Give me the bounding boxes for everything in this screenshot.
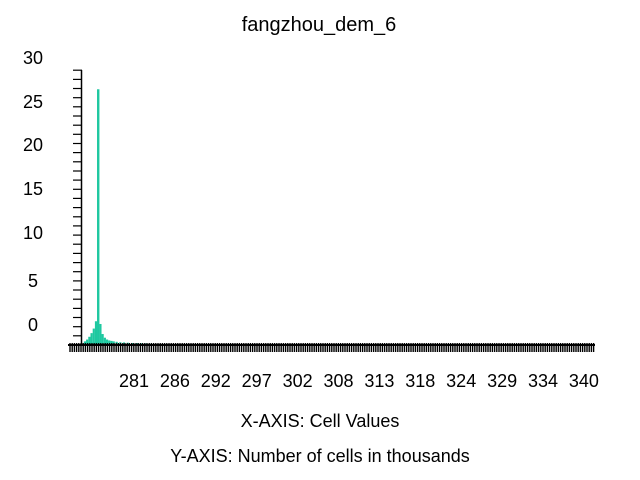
y-tick-label: 25 xyxy=(23,92,43,112)
x-axis-label: X-AXIS: Cell Values xyxy=(241,411,400,431)
y-axis-labels: 30 25 20 15 10 5 0 xyxy=(23,48,43,335)
y-tick-label: 10 xyxy=(23,223,43,243)
chart-title: fangzhou_dem_6 xyxy=(242,14,397,36)
x-tick-label: 302 xyxy=(283,371,313,391)
y-tick-label: 5 xyxy=(28,271,38,291)
x-tick-label: 324 xyxy=(446,371,476,391)
x-tick-label: 318 xyxy=(405,371,435,391)
y-tick-label: 15 xyxy=(23,179,43,199)
x-tick-label: 297 xyxy=(242,371,272,391)
x-tick-label: 286 xyxy=(160,371,190,391)
histogram-bar-2 xyxy=(88,336,91,345)
histogram-bar-3 xyxy=(90,333,93,345)
y-tick-label: 20 xyxy=(23,135,43,155)
x-tick-label: 281 xyxy=(119,371,149,391)
x-tick-label: 292 xyxy=(201,371,231,391)
histogram-bar-11 xyxy=(108,340,111,345)
histogram-bar-4 xyxy=(92,328,95,345)
y-tick-label: 30 xyxy=(23,48,43,68)
x-tick-label: 313 xyxy=(364,371,394,391)
histogram-bar-12 xyxy=(110,340,113,345)
histogram-bar-10 xyxy=(105,339,109,345)
y-axis-ticks xyxy=(73,69,82,346)
histogram-bar-1 xyxy=(86,339,89,345)
x-tick-label: 334 xyxy=(528,371,558,391)
y-axis-label: Y-AXIS: Number of cells in thousands xyxy=(170,446,470,466)
histogram-bar-6 xyxy=(97,89,100,346)
histogram-bar-16 xyxy=(122,342,126,345)
x-axis-labels: 281 286 292 297 302 308 313 318 324 329 334 340 xyxy=(119,371,599,391)
histogram-bar-8 xyxy=(101,334,104,345)
x-tick-label: 329 xyxy=(487,371,517,391)
y-tick-label: 0 xyxy=(28,315,38,335)
x-tick-label: 308 xyxy=(323,371,353,391)
histogram-bar-9 xyxy=(103,337,106,345)
histogram-bar-5 xyxy=(94,321,98,345)
histogram-bars xyxy=(83,89,588,346)
histogram-bar-7 xyxy=(99,323,102,345)
x-tick-label: 340 xyxy=(569,371,599,391)
